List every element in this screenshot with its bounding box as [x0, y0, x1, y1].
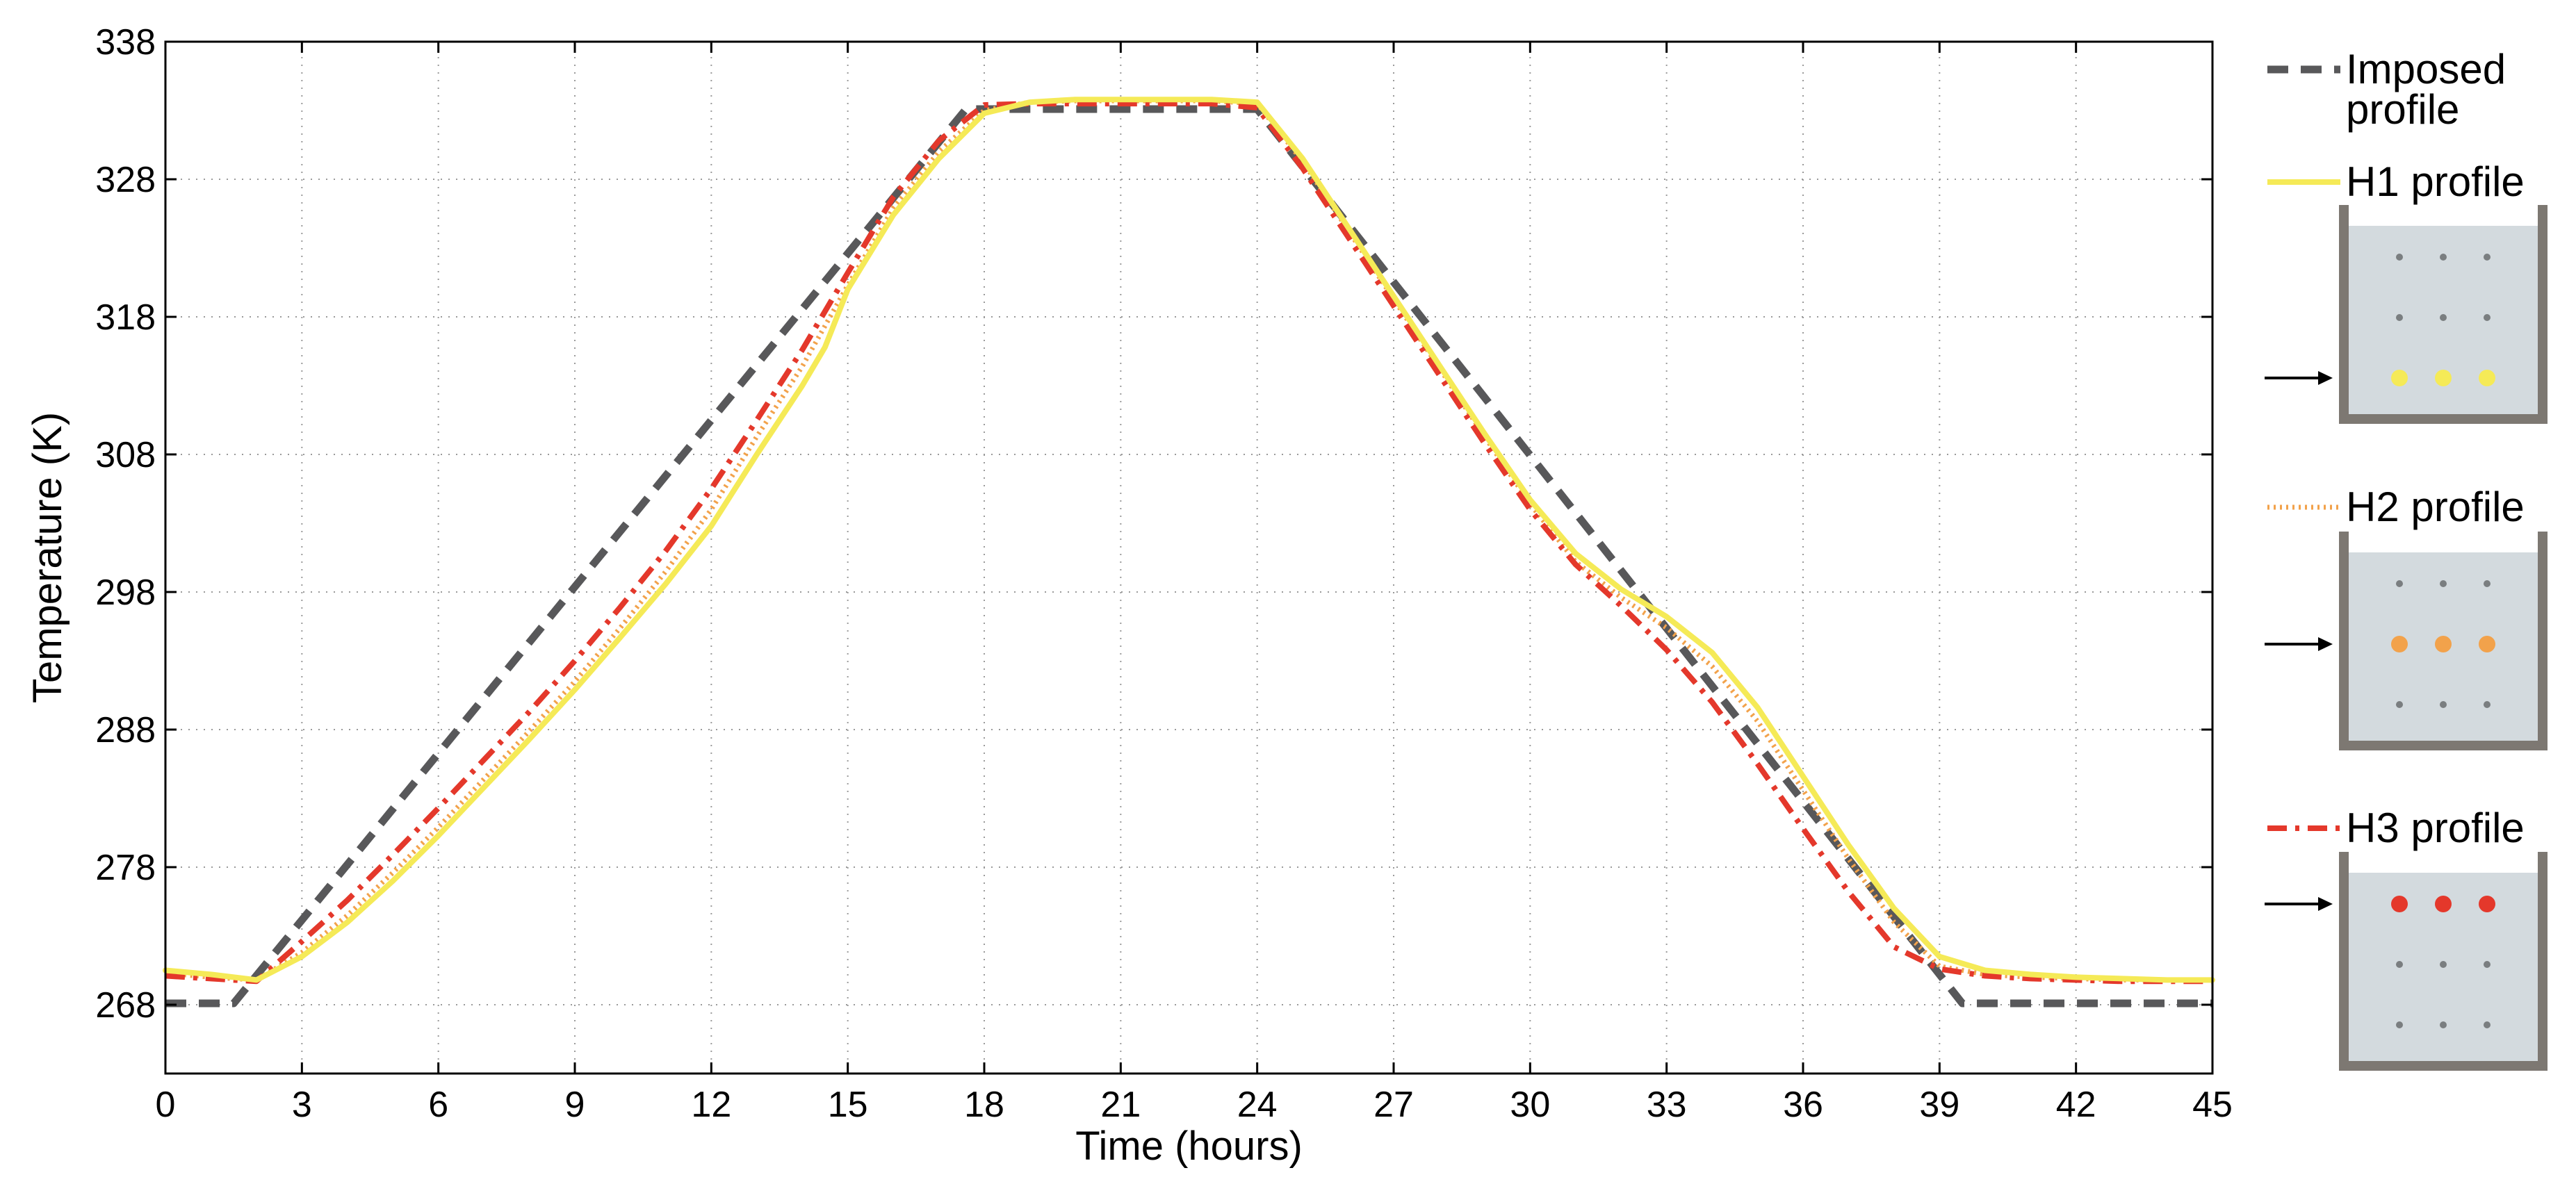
sensor-dot	[2484, 961, 2491, 968]
x-tick-label: 42	[2056, 1085, 2096, 1125]
sensor-dot	[2484, 580, 2491, 587]
y-tick-label: 338	[95, 22, 156, 63]
x-axis-title: Time (hours)	[1075, 1124, 1303, 1169]
series-line-h2-profile	[165, 98, 2212, 982]
legend-label: profile	[2346, 86, 2459, 133]
tick-labels: 0 3 6 9 12 15 18 21 24 27 30 33 36 39 42 45268278288298…	[95, 22, 2233, 1125]
legend-entry-h2-profile: H2 profile	[2265, 484, 2548, 750]
plot-frame	[164, 40, 2214, 1075]
arrow-head-icon	[2318, 371, 2333, 385]
y-tick-label: 278	[95, 848, 156, 888]
sensor-dot	[2440, 580, 2447, 587]
x-tick-label: 21	[1100, 1085, 1141, 1125]
x-tick-label: 30	[1510, 1085, 1550, 1125]
sensor-dot	[2484, 314, 2491, 321]
y-tick-label: 308	[95, 435, 156, 475]
sensor-dot	[2440, 961, 2447, 968]
y-tick-label: 318	[95, 297, 156, 338]
legend-entry-h3-profile: H3 profile	[2265, 805, 2548, 1071]
sensor-dot	[2396, 314, 2403, 321]
x-tick-label: 6	[428, 1085, 448, 1125]
sensor-dot	[2396, 1021, 2403, 1028]
y-tick-label: 328	[95, 160, 156, 200]
sensor-dot	[2396, 961, 2403, 968]
y-tick-label: 268	[95, 985, 156, 1026]
sensor-dot	[2440, 1021, 2447, 1028]
sensor-dot-highlighted	[2435, 896, 2452, 912]
x-tick-label: 18	[964, 1085, 1004, 1125]
sensor-dot	[2396, 701, 2403, 708]
grid-lines	[165, 42, 2212, 1074]
x-tick-label: 24	[1237, 1085, 1278, 1125]
sensor-dot-highlighted	[2391, 896, 2408, 912]
sensor-dot-highlighted	[2479, 636, 2495, 652]
sensor-dot	[2484, 254, 2491, 261]
series-line-imposed-profile	[165, 105, 2212, 1008]
sensor-dot-highlighted	[2391, 370, 2408, 386]
series-lines	[163, 97, 2215, 1008]
arrow-head-icon	[2318, 897, 2333, 911]
y-tick-label: 298	[95, 573, 156, 613]
legend-entry-h1-profile: H1 profile	[2265, 158, 2548, 424]
sensor-dot-highlighted	[2435, 636, 2452, 652]
x-tick-label: 3	[292, 1085, 312, 1125]
x-tick-label: 15	[828, 1085, 868, 1125]
series-line-h3-profile	[165, 101, 2212, 985]
arrow-head-icon	[2318, 637, 2333, 651]
x-tick-label: 27	[1373, 1085, 1414, 1125]
sensor-dot-highlighted	[2391, 636, 2408, 652]
sensor-dot	[2440, 254, 2447, 261]
legend-label: H3 profile	[2346, 805, 2525, 851]
sensor-dot	[2440, 701, 2447, 708]
sensor-dot	[2396, 254, 2403, 261]
sensor-dot-highlighted	[2479, 370, 2495, 386]
y-axis-title: Temperature (K)	[25, 412, 70, 703]
sensor-dot	[2484, 701, 2491, 708]
sensor-dot	[2396, 580, 2403, 587]
sensor-dot	[2440, 314, 2447, 321]
x-tick-label: 39	[1919, 1085, 1959, 1125]
series-line-h1-profile	[163, 97, 2215, 983]
x-tick-label: 9	[565, 1085, 585, 1125]
legend-label: H1 profile	[2346, 158, 2525, 205]
x-tick-label: 36	[1783, 1085, 1823, 1125]
y-tick-label: 288	[95, 710, 156, 750]
sensor-dot-highlighted	[2435, 370, 2452, 386]
legend-label: Imposed	[2346, 46, 2506, 92]
x-tick-label: 45	[2192, 1085, 2233, 1125]
x-tick-label: 12	[691, 1085, 731, 1125]
axis-ticks	[164, 40, 2214, 1074]
x-tick-label: 33	[1647, 1085, 1687, 1125]
x-tick-label: 0	[156, 1085, 176, 1125]
sensor-dot-highlighted	[2479, 896, 2495, 912]
legend-label: H2 profile	[2346, 484, 2525, 530]
sensor-dot	[2484, 1021, 2491, 1028]
